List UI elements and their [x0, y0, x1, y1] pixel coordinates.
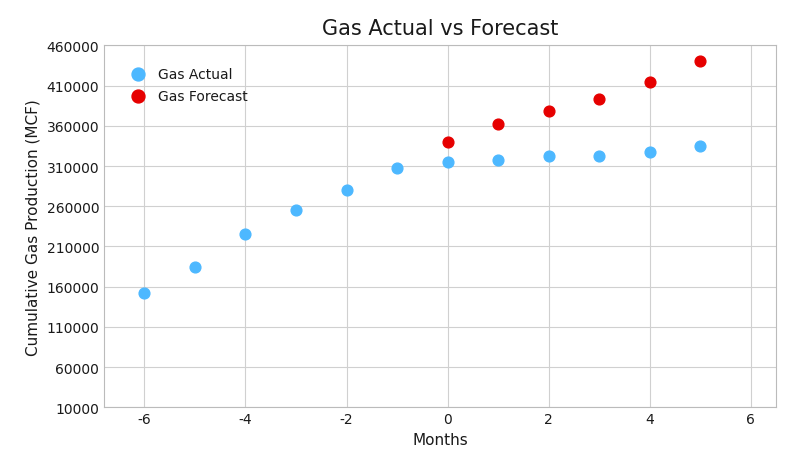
- Gas Forecast: [441, 139, 454, 146]
- Gas Actual: [189, 263, 202, 271]
- Title: Gas Actual vs Forecast: Gas Actual vs Forecast: [322, 19, 558, 39]
- Gas Actual: [441, 159, 454, 166]
- Gas Actual: [694, 143, 706, 150]
- Gas Actual: [593, 152, 606, 160]
- Gas Actual: [643, 149, 656, 156]
- Gas Actual: [390, 164, 403, 172]
- Gas Forecast: [694, 59, 706, 66]
- Gas Actual: [138, 290, 151, 297]
- Y-axis label: Cumulative Gas Production (MCF): Cumulative Gas Production (MCF): [26, 99, 41, 355]
- Gas Actual: [492, 156, 505, 164]
- Gas Forecast: [643, 79, 656, 86]
- Gas Forecast: [492, 121, 505, 129]
- Gas Forecast: [593, 96, 606, 104]
- Gas Actual: [239, 231, 252, 238]
- X-axis label: Months: Months: [412, 432, 468, 447]
- Gas Actual: [340, 187, 353, 194]
- Gas Actual: [290, 207, 302, 214]
- Legend: Gas Actual, Gas Forecast: Gas Actual, Gas Forecast: [118, 61, 254, 111]
- Gas Actual: [542, 153, 555, 161]
- Gas Forecast: [542, 108, 555, 116]
